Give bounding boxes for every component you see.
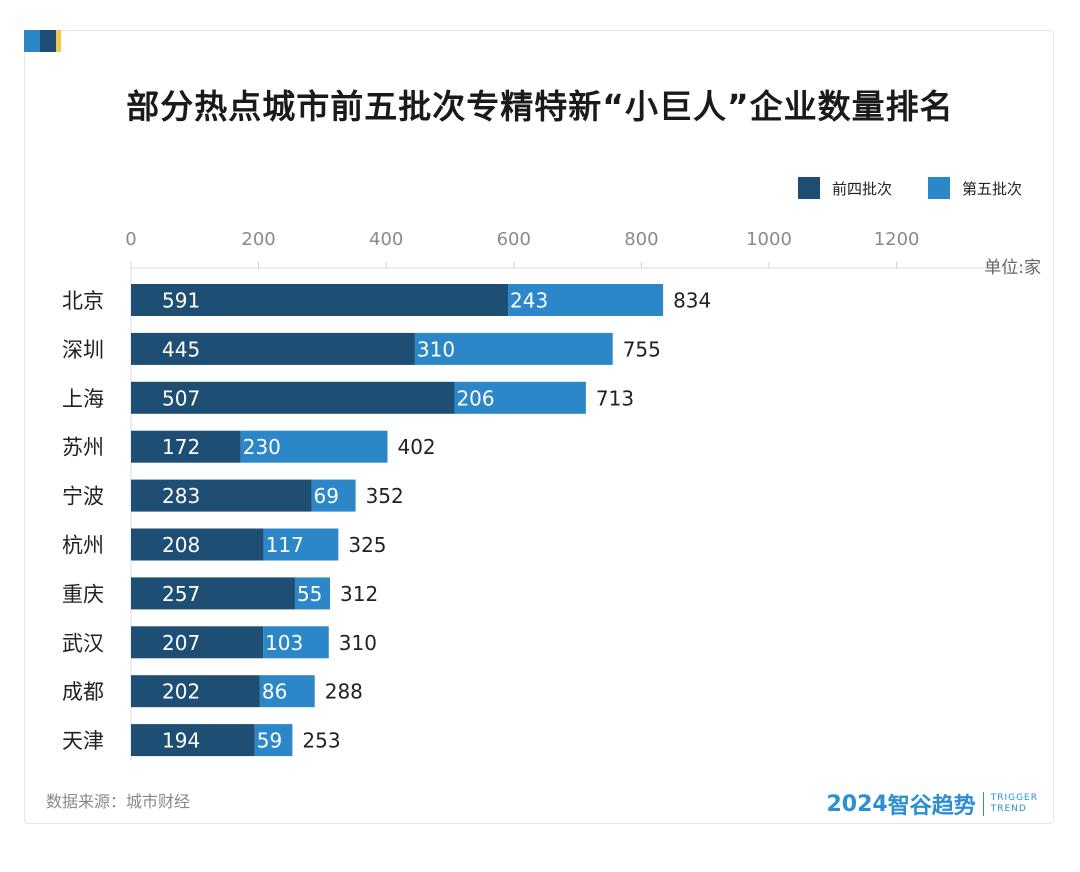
bar-segment-series-2: [311, 479, 356, 512]
bar-total-label: 310: [339, 631, 377, 655]
bar-value-label: 257: [162, 582, 200, 606]
bar-segment-series-2: [294, 577, 331, 610]
corner-accent-blue: [24, 30, 40, 52]
bar-segment-series-1: [131, 724, 255, 757]
corner-accent-navy: [40, 30, 56, 52]
bar-value-label: 55: [297, 582, 322, 606]
bar-segment-series-1: [131, 479, 312, 512]
category-label: 武汉: [62, 631, 104, 655]
bar-total-label: 253: [302, 729, 340, 753]
bar-value-label: 243: [510, 289, 548, 313]
legend-item-series-2: 第五批次: [927, 177, 1022, 199]
bar-value-label: 207: [162, 631, 200, 655]
bar-total-label: 352: [366, 484, 404, 508]
bar-segment-series-1: [131, 381, 455, 414]
bar-segment-series-2: [240, 430, 388, 463]
bar-value-label: 86: [262, 680, 287, 704]
x-tick-label: 400: [369, 229, 403, 250]
bar-segment-series-2: [263, 528, 339, 561]
bar-total-label: 834: [673, 289, 711, 313]
bar-total-label: 402: [397, 435, 435, 459]
bar-total-label: 755: [623, 337, 661, 361]
bar-value-label: 172: [162, 435, 200, 459]
bar-value-label: 202: [162, 680, 200, 704]
bar-value-label: 445: [162, 337, 200, 361]
category-label: 天津: [62, 729, 104, 753]
bar-segment-series-1: [131, 577, 295, 610]
category-label: 成都: [62, 680, 104, 704]
brand-divider: [982, 792, 984, 816]
bar-segment-series-2: [263, 626, 329, 659]
bar-segment-series-2: [254, 724, 293, 757]
bar-segment-series-2: [259, 675, 315, 708]
bar-segment-series-1: [131, 332, 415, 365]
bar-total-label: 288: [325, 680, 363, 704]
brand-year: 2024: [826, 791, 888, 817]
brand-logo: 2024 智谷趋势 TRIGGER TREND: [826, 788, 1038, 820]
category-label: 深圳: [62, 338, 104, 362]
bar-value-label: 310: [417, 337, 455, 361]
legend-label-series-1: 前四批次: [831, 179, 892, 198]
bar-segment-series-2: [454, 381, 586, 414]
x-tick-label: 1000: [746, 229, 792, 250]
data-source: 数据来源：城市财经: [46, 792, 191, 811]
bar-value-label: 283: [162, 484, 200, 508]
bar-value-label: 69: [314, 484, 339, 508]
legend-swatch-series-1: [797, 177, 820, 199]
brand-english-line-2: TREND: [990, 804, 1027, 814]
bar-segment-series-1: [131, 528, 264, 561]
category-label: 宁波: [62, 485, 104, 509]
legend-swatch-series-2: [927, 177, 950, 199]
x-tick-label: 600: [497, 229, 531, 250]
brand-english: TRIGGER TREND: [991, 793, 1038, 815]
legend-label-series-2: 第五批次: [961, 179, 1022, 198]
legend-item-series-1: 前四批次: [797, 177, 892, 199]
category-label: 杭州: [62, 534, 104, 558]
bar-value-label: 194: [162, 729, 200, 753]
bar-segment-series-2: [414, 332, 613, 365]
bar-segment-series-2: [508, 284, 664, 316]
category-label: 上海: [62, 387, 104, 411]
category-label: 苏州: [62, 436, 104, 460]
bar-segment-series-1: [131, 284, 509, 316]
x-tick-label: 800: [624, 229, 658, 250]
x-tick-label: 0: [125, 229, 136, 250]
bar-segment-series-1: [131, 430, 241, 463]
bar-value-label: 230: [243, 435, 281, 459]
bar-value-label: 206: [456, 386, 494, 410]
bar-value-label: 103: [265, 631, 303, 655]
bar-total-label: 312: [340, 582, 378, 606]
bar-value-label: 507: [162, 386, 200, 410]
category-label: 重庆: [62, 582, 104, 606]
brand-english-line-1: TRIGGER: [990, 793, 1038, 803]
corner-accent: [24, 30, 61, 52]
corner-accent-yellow: [56, 30, 61, 52]
bar-value-label: 59: [257, 729, 282, 753]
bar-segment-series-1: [131, 675, 260, 708]
category-label: 北京: [62, 289, 104, 313]
bar-value-label: 117: [266, 533, 304, 557]
bar-total-label: 325: [348, 533, 386, 557]
x-tick-label: 1200: [874, 229, 920, 250]
bar-value-label: 208: [162, 533, 200, 557]
legend: 前四批次 第五批次: [762, 177, 1022, 199]
x-tick-label: 200: [241, 229, 275, 250]
unit-label: 单位:家: [984, 258, 1041, 278]
brand-name: 智谷趋势: [887, 794, 976, 819]
chart-title: 部分热点城市前五批次专精特新“小巨人”企业数量排名: [126, 87, 954, 126]
bar-value-label: 591: [162, 289, 200, 313]
bar-total-label: 713: [596, 386, 634, 410]
bar-segment-series-1: [131, 626, 264, 659]
